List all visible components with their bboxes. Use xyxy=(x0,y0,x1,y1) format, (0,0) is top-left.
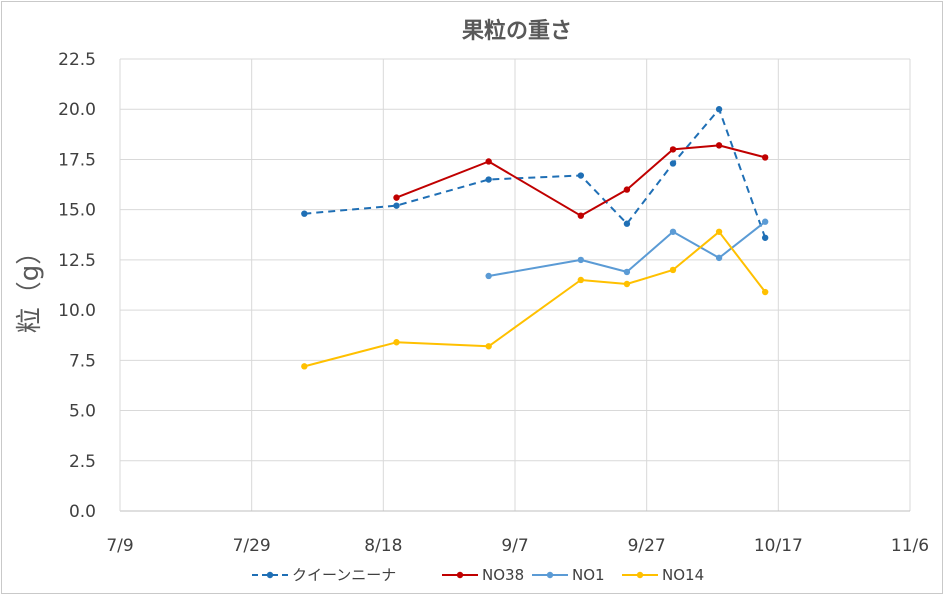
grid-layer xyxy=(120,58,911,511)
x-tick-label: 7/29 xyxy=(233,536,271,556)
legend-label: NO14 xyxy=(662,566,704,584)
data-point xyxy=(623,186,631,193)
data-point xyxy=(577,212,585,219)
x-tick-label: 8/18 xyxy=(364,536,402,556)
series-line xyxy=(304,108,767,239)
data-point xyxy=(761,154,769,161)
data-point xyxy=(301,210,308,217)
x-tick-label: 10/17 xyxy=(754,536,803,556)
legend-item: NO14 xyxy=(622,566,704,584)
data-point xyxy=(393,339,400,346)
legend: クイーンニーナ NO38 NO1 NO14 xyxy=(252,566,704,584)
legend-label: クイーンニーナ xyxy=(292,566,396,584)
data-point xyxy=(577,172,585,179)
x-tick-label: 9/27 xyxy=(628,536,666,556)
data-point xyxy=(393,194,400,201)
data-point xyxy=(485,176,492,183)
x-tick-label: 7/9 xyxy=(106,536,133,556)
y-tick-label: 0.0 xyxy=(69,502,96,522)
series-3 xyxy=(301,228,769,370)
data-point xyxy=(485,158,492,165)
data-point xyxy=(393,202,400,209)
data-point xyxy=(715,254,723,262)
data-point xyxy=(577,276,585,284)
y-tick-label: 12.5 xyxy=(58,251,96,271)
legend-label: NO1 xyxy=(572,566,605,584)
data-point xyxy=(669,160,677,167)
data-point xyxy=(669,146,677,153)
series-2 xyxy=(485,218,769,280)
data-point xyxy=(485,272,492,280)
legend-marker xyxy=(266,571,274,579)
legend-marker xyxy=(636,571,644,579)
x-tick-label: 11/6 xyxy=(891,536,929,556)
data-point xyxy=(715,106,723,113)
y-tick-label: 15.0 xyxy=(58,201,96,221)
data-point xyxy=(623,220,631,227)
data-point xyxy=(669,228,677,235)
series-layer xyxy=(301,106,769,370)
y-tick-label: 17.5 xyxy=(58,150,96,170)
data-point xyxy=(301,363,308,370)
series-1 xyxy=(393,142,769,219)
data-point xyxy=(761,218,769,225)
series-line xyxy=(396,144,766,217)
y-tick-label: 22.5 xyxy=(58,50,96,70)
data-point xyxy=(485,343,492,350)
data-point xyxy=(761,288,769,296)
legend-item: NO38 xyxy=(442,566,524,584)
y-axis-label: 粒（g） xyxy=(15,239,45,334)
legend-marker xyxy=(546,571,554,579)
data-point xyxy=(761,234,769,241)
series-line xyxy=(488,220,766,277)
series-0 xyxy=(301,106,769,241)
data-point xyxy=(623,280,631,288)
y-tick-label: 10.0 xyxy=(58,301,96,321)
legend-item: NO1 xyxy=(532,566,605,584)
y-tick-label: 2.5 xyxy=(69,452,96,472)
y-tick-label: 7.5 xyxy=(69,351,96,371)
x-tick-label: 9/7 xyxy=(501,536,528,556)
chart-title: 果粒の重さ xyxy=(462,18,572,44)
y-tick-label: 20.0 xyxy=(58,100,96,120)
data-point xyxy=(715,142,723,149)
data-point xyxy=(577,256,585,264)
legend-label: NO38 xyxy=(482,566,524,584)
series-line xyxy=(304,230,766,368)
legend-marker xyxy=(456,571,464,579)
y-tick-label: 5.0 xyxy=(69,402,96,422)
legend-item: クイーンニーナ xyxy=(252,566,396,584)
axis-layer: 0.0 2.5 5.0 7.5 10.0 12.5 15.0 17.5 20.0 22.5 7/9 7… xyxy=(58,50,929,556)
data-point xyxy=(715,228,723,235)
data-point xyxy=(669,266,677,274)
data-point xyxy=(623,268,631,276)
